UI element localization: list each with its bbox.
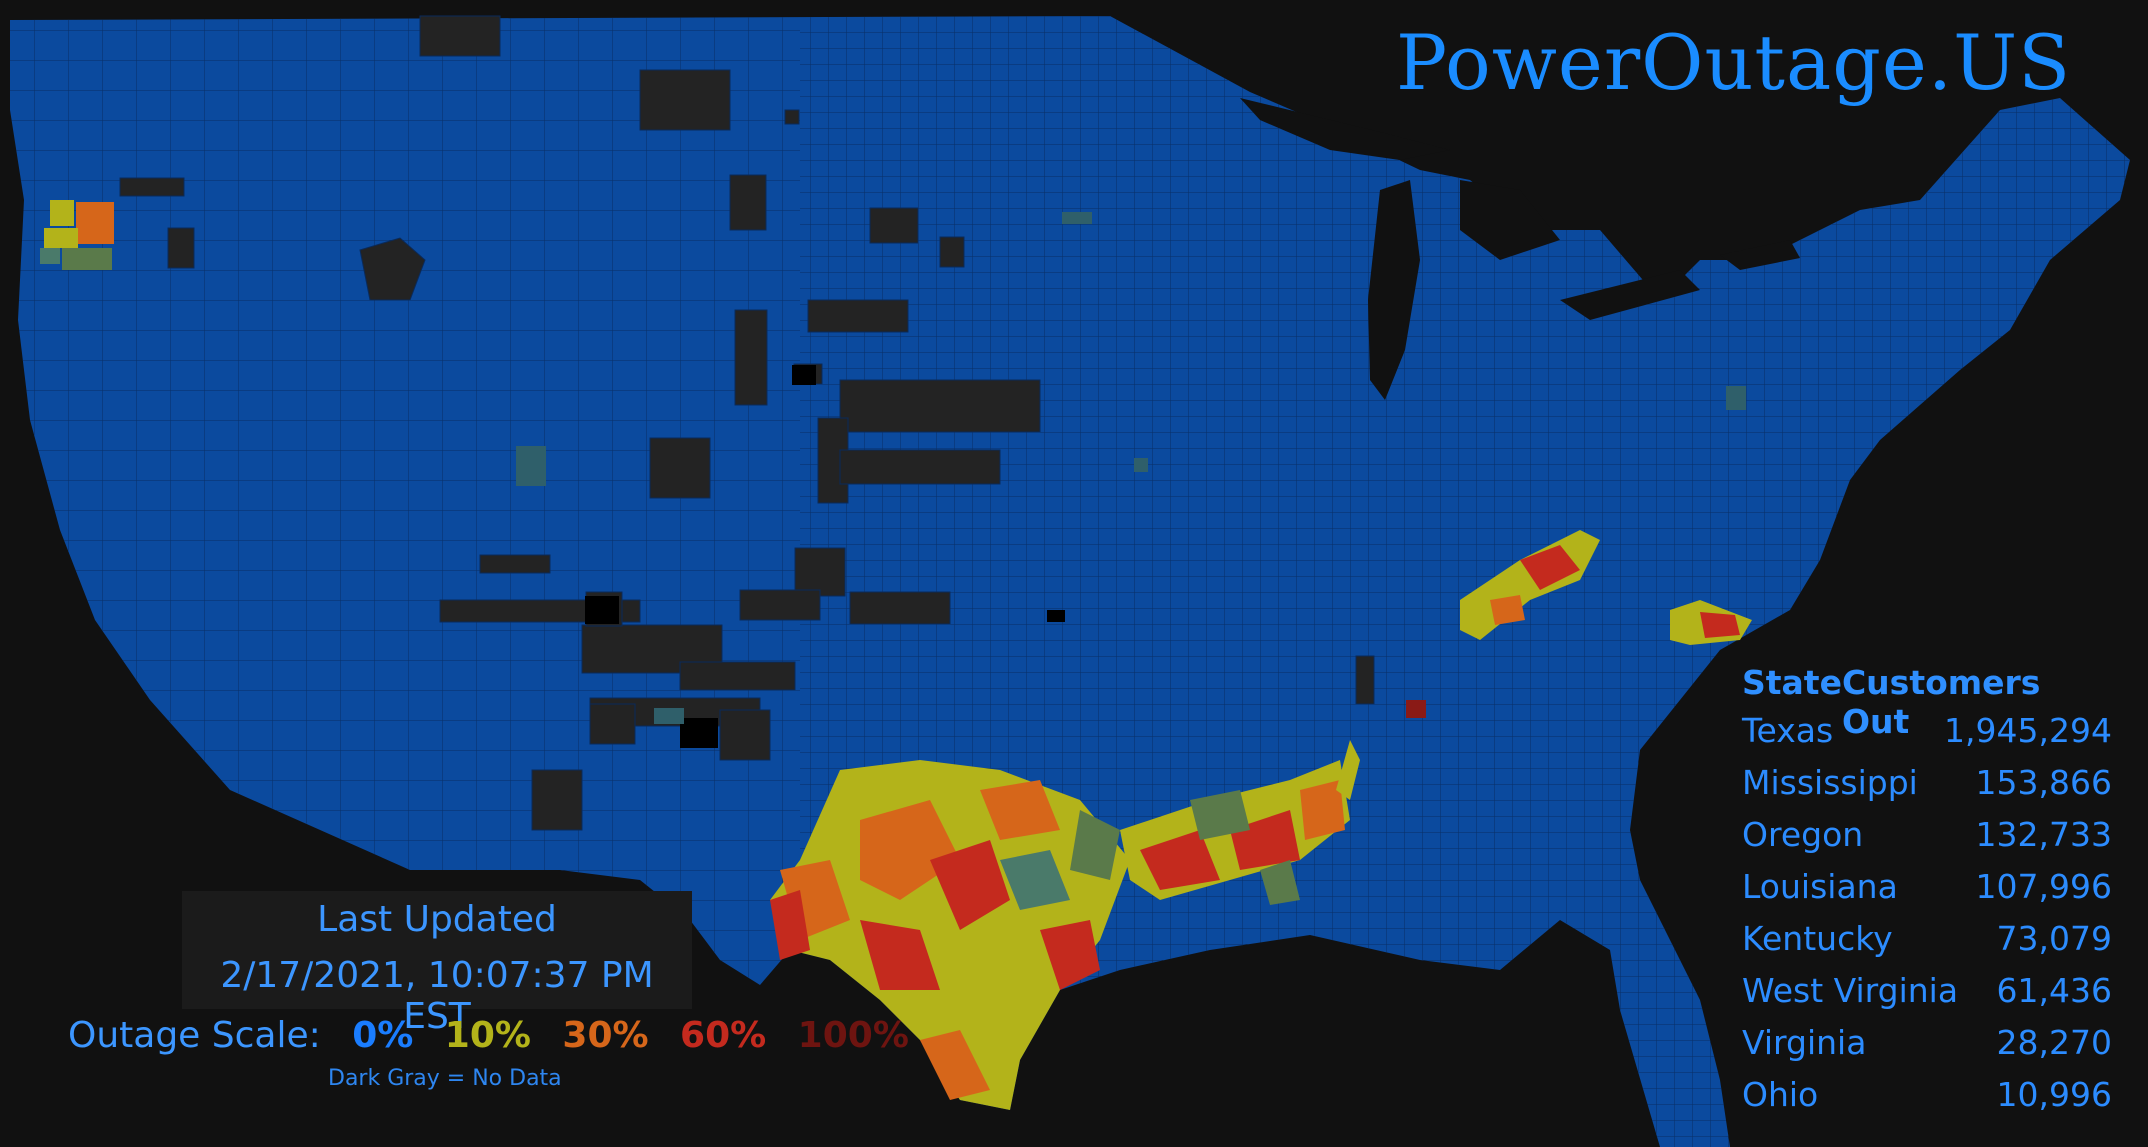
last-updated-panel: Last Updated 2/17/2021, 10:07:37 PM EST bbox=[182, 891, 692, 1037]
missing-data-counties bbox=[585, 365, 1065, 748]
state-outage-table: State Customers Out Texas 1,945,294 Miss… bbox=[1736, 663, 2112, 1127]
customers-out: 28,270 bbox=[1996, 1023, 2112, 1062]
customers-out: 61,436 bbox=[1996, 971, 2112, 1010]
outage-hotspot-texas bbox=[770, 760, 1130, 1110]
scale-stop-30: 30% bbox=[562, 1015, 649, 1056]
last-updated-label: Last Updated bbox=[317, 899, 557, 940]
outage-hotspot-kentucky-wv bbox=[1406, 530, 1752, 718]
minor-outage-counties bbox=[516, 212, 1746, 724]
customers-out: 73,079 bbox=[1996, 919, 2112, 958]
table-row[interactable]: Texas 1,945,294 bbox=[1736, 711, 2112, 763]
customers-out: 153,866 bbox=[1975, 763, 2112, 802]
table-row[interactable]: Mississippi 153,866 bbox=[1736, 763, 2112, 815]
table-row[interactable]: Kentucky 73,079 bbox=[1736, 919, 2112, 971]
outage-scale-label: Outage Scale: bbox=[68, 1015, 321, 1056]
customers-out: 132,733 bbox=[1975, 815, 2112, 854]
state-name: West Virginia bbox=[1742, 971, 1959, 1010]
outage-scale-legend: Outage Scale: 0% 10% 30% 60% 100% bbox=[68, 1015, 929, 1056]
state-name: Louisiana bbox=[1742, 867, 1898, 906]
last-updated-timestamp: 2/17/2021, 10:07:37 PM EST bbox=[220, 955, 654, 1037]
state-name: Virginia bbox=[1742, 1023, 1867, 1062]
state-name: Texas bbox=[1742, 711, 1834, 750]
customers-out: 1,945,294 bbox=[1944, 711, 2112, 750]
state-name: Oregon bbox=[1742, 815, 1864, 854]
table-header: State Customers Out bbox=[1736, 663, 2112, 741]
scale-stop-0: 0% bbox=[352, 1015, 414, 1056]
header-state: State bbox=[1742, 663, 1842, 702]
state-name: Mississippi bbox=[1742, 763, 1918, 802]
header-customers-out: Customers Out bbox=[1841, 663, 2041, 741]
table-row[interactable]: Oregon 132,733 bbox=[1736, 815, 2112, 867]
outage-hotspot-gulf-states bbox=[1120, 740, 1360, 905]
scale-stop-60: 60% bbox=[680, 1015, 767, 1056]
site-title: PowerOutage.US bbox=[1396, 18, 2072, 107]
customers-out: 107,996 bbox=[1975, 867, 2112, 906]
state-name: Kentucky bbox=[1742, 919, 1893, 958]
customers-out: 10,996 bbox=[1996, 1075, 2112, 1114]
scale-stop-100: 100% bbox=[797, 1015, 909, 1056]
outage-hotspot-oregon bbox=[40, 200, 114, 270]
state-name: Ohio bbox=[1742, 1075, 1819, 1114]
great-lakes bbox=[1240, 98, 1800, 400]
no-data-note: Dark Gray = No Data bbox=[328, 1066, 562, 1091]
table-row[interactable]: Ohio 10,996 bbox=[1736, 1075, 2112, 1127]
scale-stop-10: 10% bbox=[444, 1015, 531, 1056]
table-row[interactable]: Virginia 28,270 bbox=[1736, 1023, 2112, 1075]
table-row[interactable]: Louisiana 107,996 bbox=[1736, 867, 2112, 919]
table-row[interactable]: West Virginia 61,436 bbox=[1736, 971, 2112, 1023]
